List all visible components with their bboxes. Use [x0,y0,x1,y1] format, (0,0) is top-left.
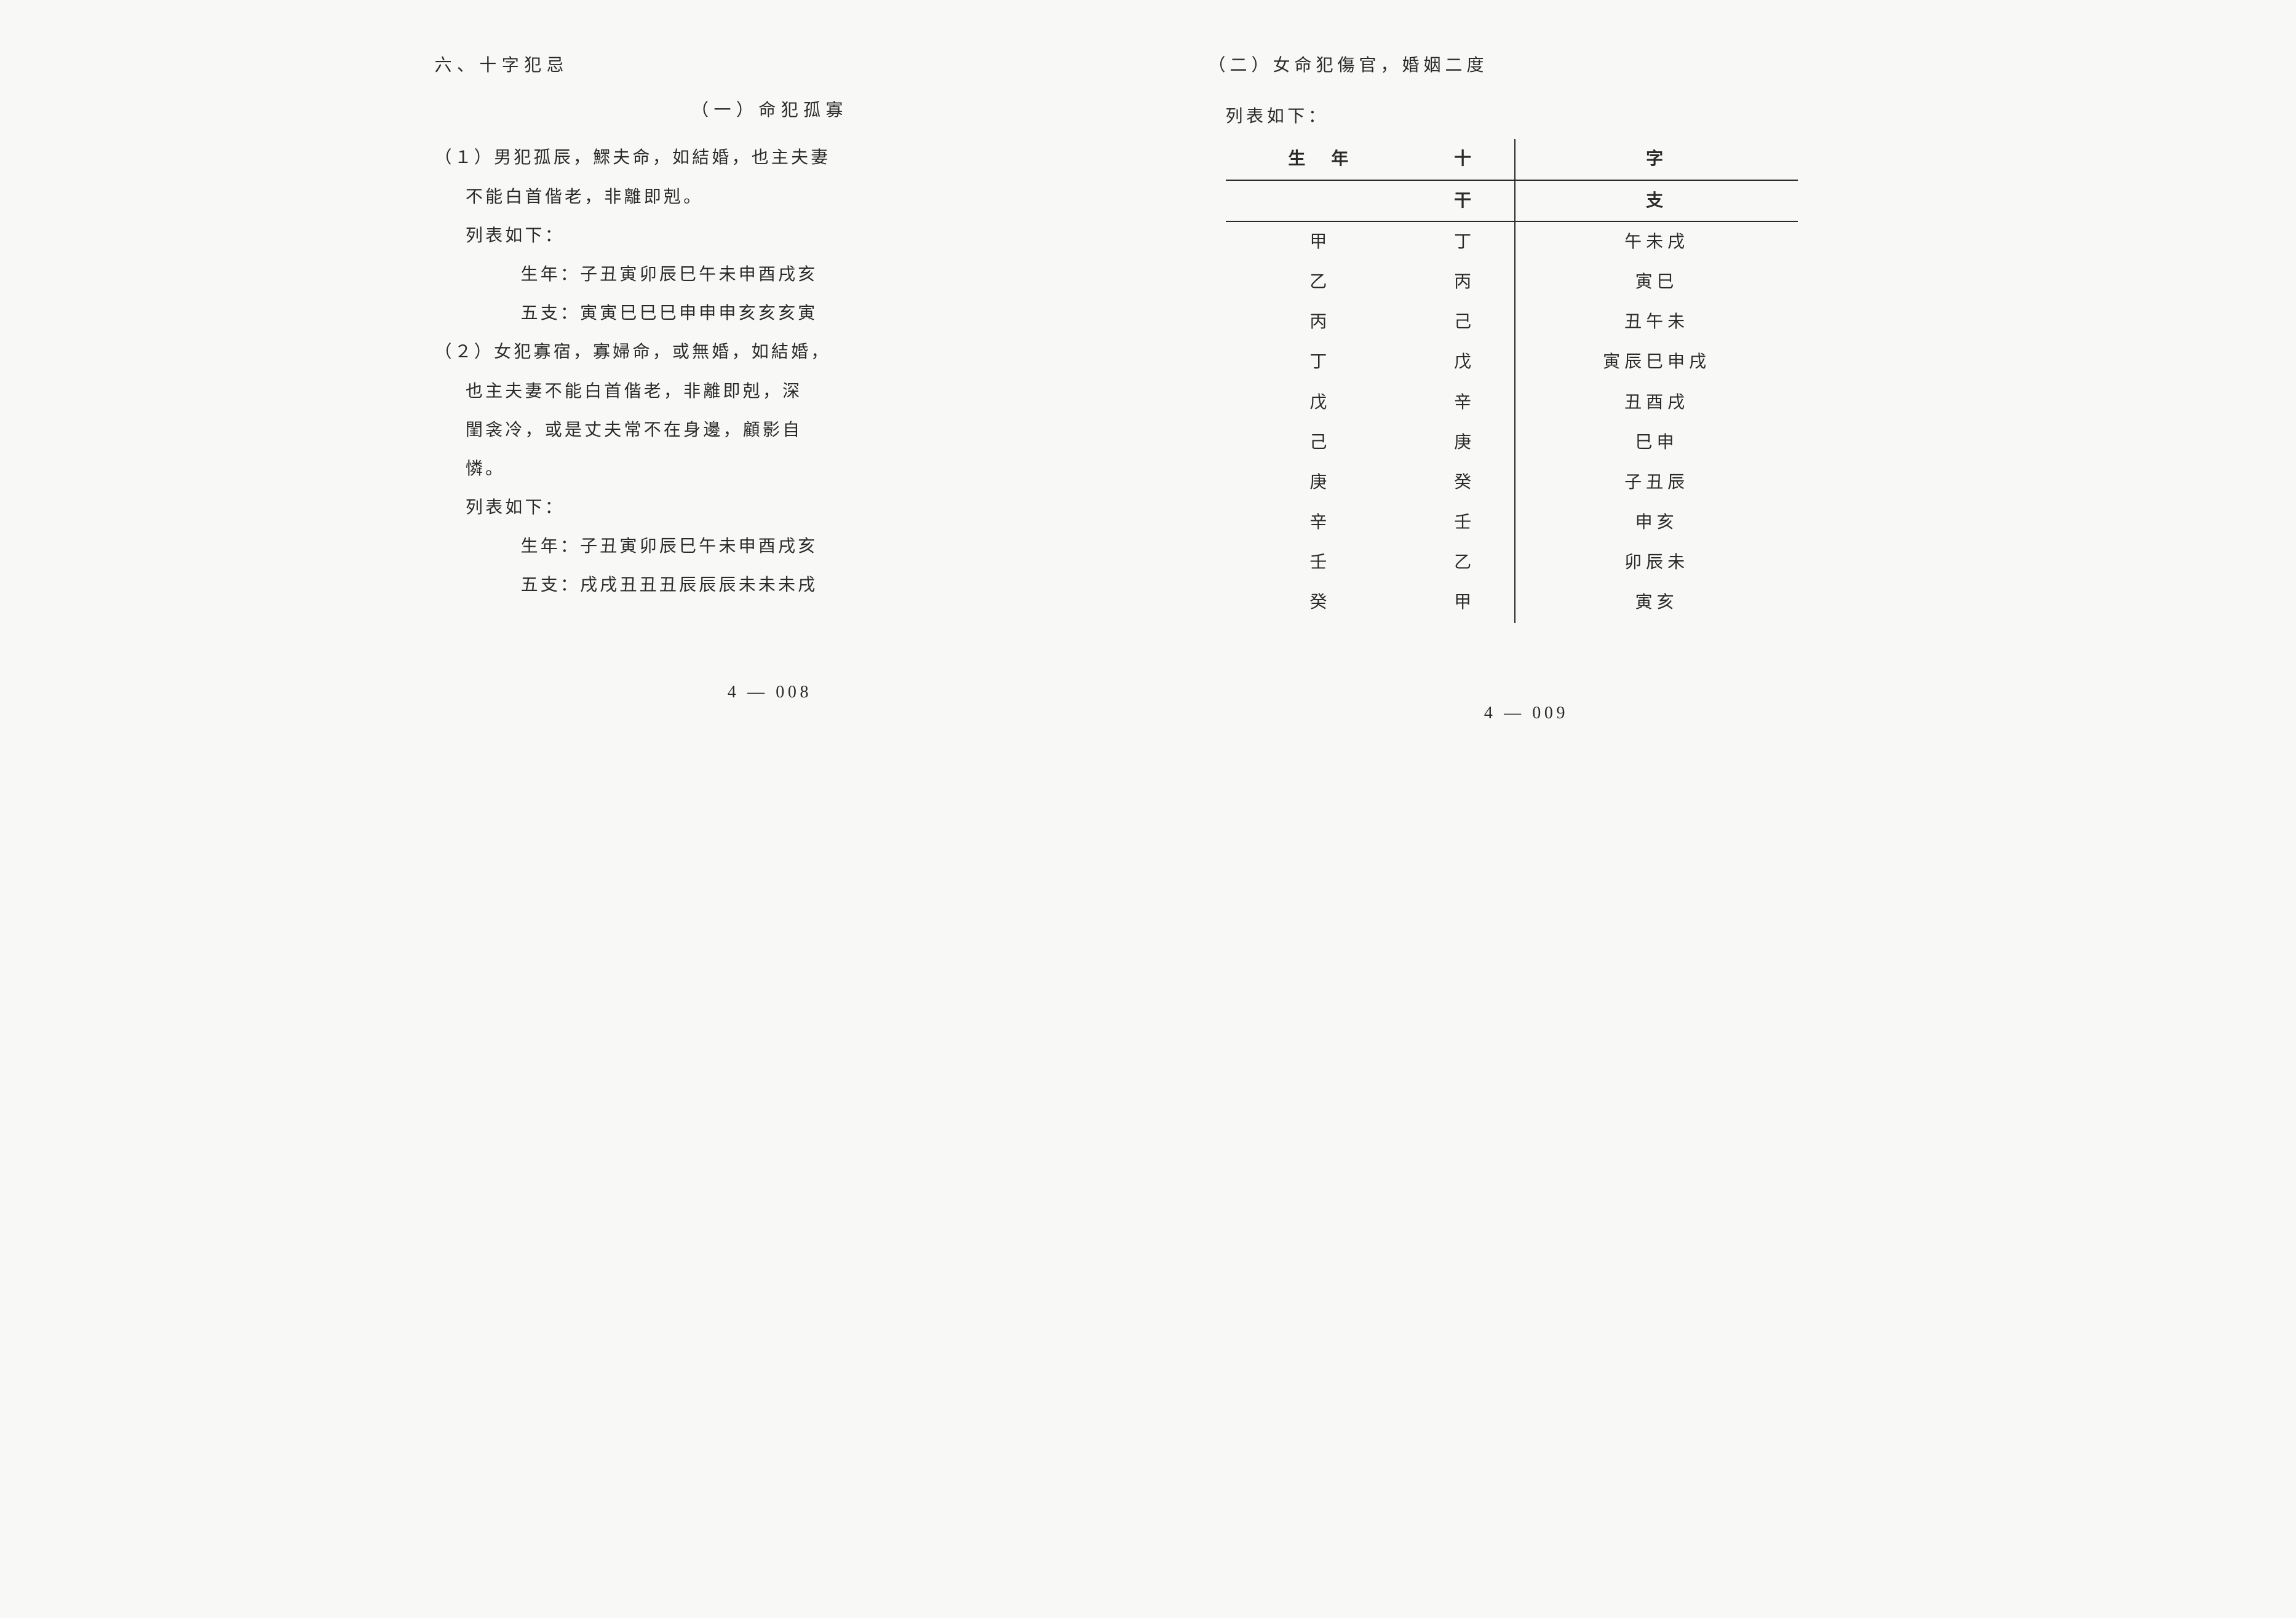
list-intro-2: 列表如下： [435,491,1105,524]
cell-gan: 乙 [1415,542,1515,582]
table-header-row-2: 干 支 [1226,180,1798,221]
th-gan: 干 [1415,180,1515,221]
sub-title-2: （二）女命犯傷官，婚姻二度 [1191,49,1862,82]
item-2-line-4: 憐。 [435,453,1105,485]
shangguan-table: 生 年 十 字 干 支 甲丁午未戌乙丙寅巳丙己丑午未丁戊寅辰巳申戌戊辛丑酉戌己庚… [1226,139,1798,622]
item-1-line-1: （１）男犯孤辰，鰥夫命，如結婚，也主夫妻 [435,141,1105,174]
th-zhi: 支 [1515,180,1798,221]
cell-zhi: 丑酉戌 [1515,383,1798,422]
row-2b: 五支：戌戌丑丑丑辰辰辰未未未戌 [435,569,1105,601]
table-body: 甲丁午未戌乙丙寅巳丙己丑午未丁戊寅辰巳申戌戊辛丑酉戌己庚巳申庚癸子丑辰辛壬申亥壬… [1226,221,1798,623]
cell-year: 癸 [1226,582,1416,622]
item-1-line-2: 不能白首偕老，非離即剋。 [435,181,1105,213]
cell-gan: 癸 [1415,462,1515,502]
cell-year: 戊 [1226,383,1416,422]
table-header-row-1: 生 年 十 字 [1226,139,1798,180]
table-row: 丙己丑午未 [1226,302,1798,342]
row-2a: 生年：子丑寅卯辰巳午未申酉戌亥 [435,530,1105,563]
cell-zhi: 寅亥 [1515,582,1798,622]
table-row: 壬乙卯辰未 [1226,542,1798,582]
cell-year: 乙 [1226,262,1416,302]
cell-year: 丁 [1226,342,1416,382]
row-1b: 五支：寅寅巳巳巳申申申亥亥亥寅 [435,297,1105,330]
list-intro-1: 列表如下： [435,220,1105,252]
cell-year: 庚 [1226,462,1416,502]
cell-gan: 己 [1415,302,1515,342]
row-1a: 生年：子丑寅卯辰巳午未申酉戌亥 [435,258,1105,291]
cell-zhi: 子丑辰 [1515,462,1798,502]
table-row: 乙丙寅巳 [1226,262,1798,302]
table-row: 戊辛丑酉戌 [1226,383,1798,422]
cell-year: 己 [1226,422,1416,462]
item-2-line-1: （２）女犯寡宿，寡婦命，或無婚，如結婚， [435,336,1105,368]
cell-zhi: 卯辰未 [1515,542,1798,582]
cell-gan: 甲 [1415,582,1515,622]
table-row: 甲丁午未戌 [1226,221,1798,262]
page-number-right: 4 — 009 [1191,697,1862,729]
item-2-line-3: 閨衾冷，或是丈夫常不在身邊，顧影自 [435,414,1105,446]
cell-year: 丙 [1226,302,1416,342]
cell-year: 壬 [1226,542,1416,582]
th-zi: 字 [1515,139,1798,180]
table-wrap: 生 年 十 字 干 支 甲丁午未戌乙丙寅巳丙己丑午未丁戊寅辰巳申戌戊辛丑酉戌己庚… [1226,139,1862,622]
cell-zhi: 午未戌 [1515,221,1798,262]
left-page: 六、十字犯忌 （一）命犯孤寡 （１）男犯孤辰，鰥夫命，如結婚，也主夫妻 不能白首… [410,37,1130,742]
cell-year: 甲 [1226,221,1416,262]
cell-gan: 辛 [1415,383,1515,422]
table-row: 辛壬申亥 [1226,502,1798,542]
cell-zhi: 寅巳 [1515,262,1798,302]
cell-zhi: 巳申 [1515,422,1798,462]
cell-gan: 丙 [1415,262,1515,302]
cell-zhi: 寅辰巳申戌 [1515,342,1798,382]
cell-gan: 庚 [1415,422,1515,462]
item-2-line-2: 也主夫妻不能白首偕老，非離即剋，深 [435,375,1105,408]
page-spread: 六、十字犯忌 （一）命犯孤寡 （１）男犯孤辰，鰥夫命，如結婚，也主夫妻 不能白首… [410,37,1886,742]
cell-zhi: 丑午未 [1515,302,1798,342]
sub-title-1: （一）命犯孤寡 [435,94,1105,127]
list-intro-right: 列表如下： [1226,100,1862,133]
table-row: 庚癸子丑辰 [1226,462,1798,502]
table-row: 己庚巳申 [1226,422,1798,462]
th-birth-year: 生 年 [1226,139,1416,180]
th-blank [1226,180,1416,221]
section-title: 六、十字犯忌 [435,49,1105,82]
page-number-left: 4 — 008 [435,676,1105,708]
cell-gan: 戊 [1415,342,1515,382]
th-shi: 十 [1415,139,1515,180]
cell-gan: 壬 [1415,502,1515,542]
right-page: （二）女命犯傷官，婚姻二度 列表如下： 生 年 十 字 干 支 [1167,37,1886,742]
cell-zhi: 申亥 [1515,502,1798,542]
cell-gan: 丁 [1415,221,1515,262]
table-row: 丁戊寅辰巳申戌 [1226,342,1798,382]
cell-year: 辛 [1226,502,1416,542]
table-row: 癸甲寅亥 [1226,582,1798,622]
